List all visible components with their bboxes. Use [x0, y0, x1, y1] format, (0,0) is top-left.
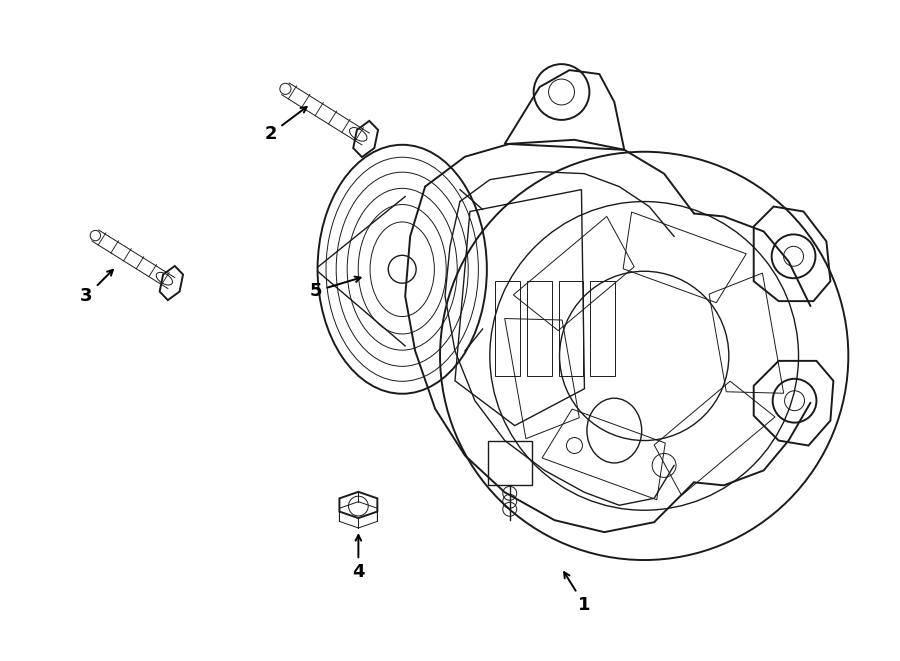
Text: 3: 3	[80, 270, 112, 305]
Text: 4: 4	[352, 535, 365, 581]
Text: 5: 5	[310, 276, 361, 300]
Text: 2: 2	[265, 107, 307, 143]
Text: 1: 1	[564, 572, 590, 614]
